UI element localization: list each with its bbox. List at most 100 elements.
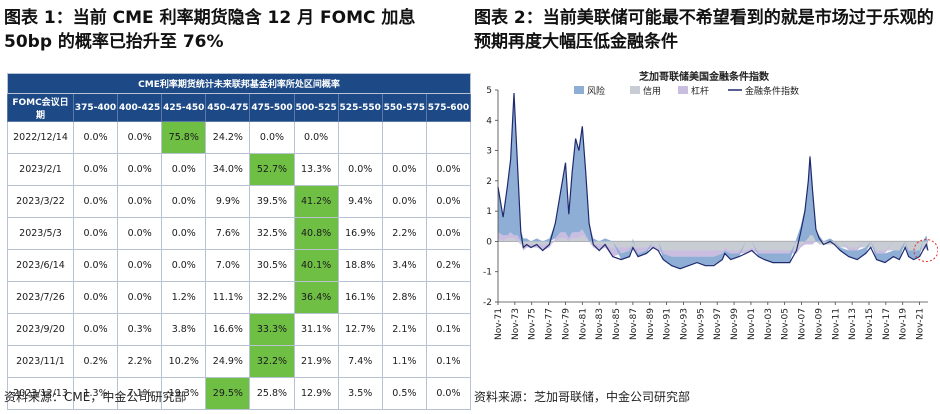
probability-cell bbox=[381, 121, 427, 154]
probability-cell: 0.0% bbox=[161, 185, 207, 218]
probability-cell: 13.3% bbox=[293, 153, 339, 186]
x-tick-label: Nov-71 bbox=[494, 308, 504, 340]
chart-axes: -2 -1 0 1 2 3 4 5 Nov-71 Nov-73 Nov-75 Nov-77 Nov-79… bbox=[483, 86, 928, 340]
probability-cell: 0.0% bbox=[117, 153, 163, 186]
probability-cell: 0.0% bbox=[117, 121, 163, 154]
rate-range-header: 525-550 bbox=[337, 93, 383, 122]
probability-cell: 7.6% bbox=[205, 217, 251, 250]
probability-cell: 0.0% bbox=[161, 217, 207, 250]
legend-label: 金融条件指数 bbox=[745, 85, 799, 97]
probability-cell: 2.2% bbox=[381, 217, 427, 250]
table-row: 2023/12/13 1.3% 7.1% 19.3% 29.5% 25.8% 12.9% 3.… bbox=[7, 377, 472, 410]
chart-legend: 风险 信用 杠杆 金融条件指数 bbox=[574, 85, 799, 97]
x-tick-label: Nov-83 bbox=[595, 308, 605, 340]
x-tick-label: Nov-75 bbox=[528, 308, 538, 340]
x-tick-label: Nov-89 bbox=[646, 308, 656, 340]
probability-cell: 0.5% bbox=[381, 377, 427, 410]
y-tick-label: 1 bbox=[486, 207, 492, 217]
x-tick-label: Nov-07 bbox=[798, 308, 808, 340]
probability-cell: 16.6% bbox=[205, 313, 251, 346]
x-tick-label: Nov-11 bbox=[831, 308, 841, 340]
meeting-date-cell: 2023/12/13 bbox=[7, 377, 74, 410]
probability-cell: 32.5% bbox=[249, 217, 295, 250]
x-tick-label: Nov-77 bbox=[545, 308, 555, 340]
figure-1-title: 图表 1：当前 CME 利率期货隐含 12 月 FOMC 加息 50bp 的概率… bbox=[4, 8, 416, 52]
probability-cell: 16.9% bbox=[337, 217, 383, 250]
x-tick-label: Nov-09 bbox=[814, 308, 824, 340]
probability-cell: 0.0% bbox=[425, 217, 472, 250]
probability-cell: 0.0% bbox=[381, 185, 427, 218]
y-tick-label: 2 bbox=[486, 177, 492, 187]
figure-2-title: 图表 2：当前美联储可能最不希望看到的就是市场过于乐观的预期再度大幅压低金融条件 bbox=[474, 8, 934, 52]
table-caption: CME利率期货统计未来联邦基金利率所处区间概率 bbox=[7, 73, 471, 94]
source-note-left: 资料来源：CME，中金公司研究部 bbox=[4, 390, 187, 404]
probability-cell: 7.0% bbox=[205, 249, 251, 282]
meeting-date-cell: 2023/3/22 bbox=[7, 185, 74, 218]
probability-cell-highlight: 40.8% bbox=[293, 217, 339, 250]
risk-area bbox=[498, 93, 928, 269]
probability-cell: 0.0% bbox=[117, 281, 163, 314]
probability-cell: 1.2% bbox=[161, 281, 207, 314]
rate-range-header: 425-450 bbox=[161, 93, 207, 122]
probability-cell: 3.8% bbox=[161, 313, 207, 346]
probability-cell: 7.1% bbox=[117, 377, 163, 410]
probability-cell: 0.0% bbox=[72, 313, 119, 346]
probability-cell: 32.2% bbox=[249, 281, 295, 314]
y-tick-label: 3 bbox=[486, 147, 492, 157]
x-tick-label: Nov-73 bbox=[511, 308, 521, 340]
x-tick-label: Nov-21 bbox=[916, 308, 926, 340]
probability-cell: 0.0% bbox=[72, 281, 119, 314]
probability-cell: 0.0% bbox=[381, 153, 427, 186]
x-tick-label: Nov-03 bbox=[764, 308, 774, 340]
probability-cell: 24.2% bbox=[205, 121, 251, 154]
probability-cell-highlight: 40.1% bbox=[293, 249, 339, 282]
x-tick-label: Nov-97 bbox=[713, 308, 723, 340]
probability-cell: 25.8% bbox=[249, 377, 295, 410]
x-tick-label: Nov-17 bbox=[882, 308, 892, 340]
x-tick-label: Nov-19 bbox=[899, 308, 909, 340]
table-row: 2023/11/1 0.2% 2.2% 10.2% 24.9% 32.2% 21.9% 7.4… bbox=[7, 345, 472, 378]
y-tick-label: -2 bbox=[483, 298, 492, 308]
x-tick-label: Nov-13 bbox=[848, 308, 858, 340]
probability-cell: 0.1% bbox=[425, 345, 472, 378]
probability-cell-highlight: 75.8% bbox=[161, 121, 207, 154]
probability-cell: 0.0% bbox=[337, 153, 383, 186]
probability-cell: 0.3% bbox=[117, 313, 163, 346]
x-tick-label: Nov-15 bbox=[865, 308, 875, 340]
chart-areas bbox=[498, 93, 928, 269]
legend-label: 信用 bbox=[643, 85, 661, 97]
y-tick-label: 5 bbox=[486, 86, 492, 96]
probability-cell: 0.0% bbox=[117, 185, 163, 218]
x-tick-label: Nov-95 bbox=[696, 308, 706, 340]
legend-swatch bbox=[630, 86, 640, 94]
probability-cell: 0.0% bbox=[72, 185, 119, 218]
meeting-date-cell: 2023/6/14 bbox=[7, 249, 74, 282]
probability-cell: 1.1% bbox=[381, 345, 427, 378]
probability-cell: 7.4% bbox=[337, 345, 383, 378]
probability-cell: 9.4% bbox=[337, 185, 383, 218]
probability-cell: 12.9% bbox=[293, 377, 339, 410]
probability-cell: 18.8% bbox=[337, 249, 383, 282]
probability-cell-highlight: 36.4% bbox=[293, 281, 339, 314]
y-tick-label: 0 bbox=[486, 237, 492, 247]
probability-cell-highlight: 52.7% bbox=[249, 153, 295, 186]
probability-cell: 3.5% bbox=[337, 377, 383, 410]
probability-cell: 39.5% bbox=[249, 185, 295, 218]
probability-cell: 0.0% bbox=[72, 153, 119, 186]
x-tick-label: Nov-91 bbox=[663, 308, 673, 340]
probability-cell: 2.1% bbox=[381, 313, 427, 346]
table-row: 2022/12/14 0.0% 0.0% 75.8% 24.2% 0.0% 0.0% bbox=[7, 121, 472, 154]
leverage-area bbox=[498, 229, 928, 257]
probability-cell: 0.2% bbox=[72, 345, 119, 378]
probability-cell: 0.0% bbox=[249, 121, 295, 154]
probability-cell: 34.0% bbox=[205, 153, 251, 186]
meeting-date-cell: 2023/11/1 bbox=[7, 345, 74, 378]
x-tick-label: Nov-93 bbox=[679, 308, 689, 340]
x-tick-label: Nov-87 bbox=[629, 308, 639, 340]
x-tick-label: Nov-81 bbox=[578, 308, 588, 340]
rate-range-header: 475-500 bbox=[249, 93, 295, 122]
probability-cell: 0.0% bbox=[425, 185, 472, 218]
probability-cell-highlight: 33.3% bbox=[249, 313, 295, 346]
date-column-header: FOMC会议日期 bbox=[7, 93, 74, 122]
rate-range-header: 400-425 bbox=[117, 93, 163, 122]
